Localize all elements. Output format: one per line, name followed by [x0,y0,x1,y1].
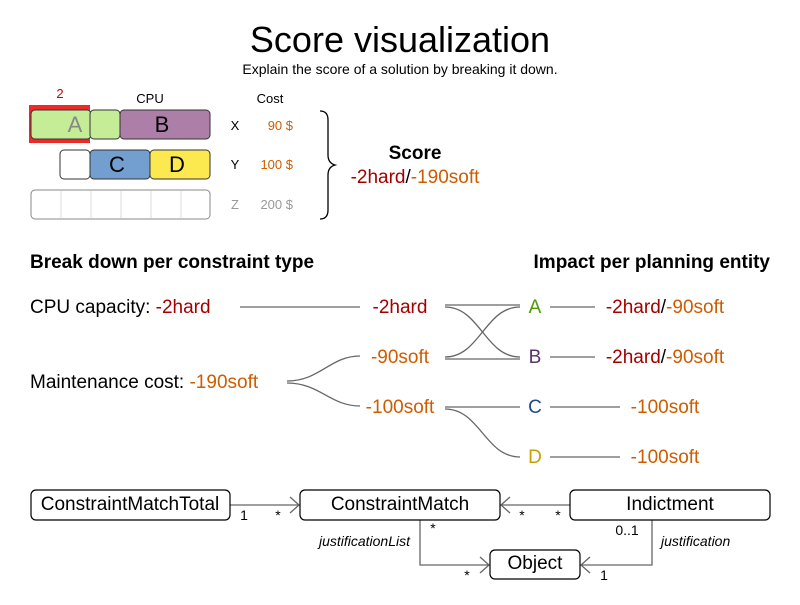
entity-a-score: -2hard/-90soft [606,297,725,318]
entity-b-box [119,109,211,140]
mult-total-star: * [275,507,281,523]
entity-d-label: D [169,152,185,177]
constraint-heading: Break down per constraint type [30,252,314,273]
subtitle: Explain the score of a solution by break… [242,61,557,77]
machine-schedule: 2 CPU Cost A B C D X 90 $ Y 100 $ Z 200 … [29,86,338,220]
arrow-match-object [419,520,490,574]
score-hard: -2hard [351,167,406,188]
mult-ind-star-2: * [555,507,561,523]
mult-ind-01: 0..1 [615,522,639,538]
machine-y-label: Y [231,157,240,172]
match-maintenance-x: -90soft [371,347,430,368]
cpu-label: CPU [136,91,163,106]
arrow-indictment-object [580,520,653,574]
match-cpu: -2hard [373,297,428,318]
uml-object-label: Object [508,553,564,574]
machine-z-label: Z [231,197,239,212]
free-slot [59,149,91,180]
entity-heading: Impact per planning entity [534,252,771,273]
machine-x-cost: 90 $ [268,118,294,133]
entity-c-score: -100soft [631,397,700,418]
uml-constraint-match [299,489,501,521]
score-soft: -190soft [411,167,480,188]
mult-ind-star-1: * [519,507,525,523]
entity-a-label: A [68,112,83,137]
justification-label: justification [659,533,730,549]
entity-b-label: B [155,112,170,137]
uml-indictment-label: Indictment [626,494,714,515]
brace-icon [319,110,338,220]
entity-c: C [528,397,542,418]
uml-match-label: ConstraintMatch [331,494,469,515]
score-sep: / [405,167,411,188]
mult-obj-star: * [464,567,470,583]
overload-count: 2 [56,86,63,101]
entity-b: B [529,347,542,368]
connector-lines [240,304,620,458]
match-maintenance-y: -100soft [366,397,435,418]
machine-x-label: X [231,118,240,133]
entity-d: D [528,447,542,468]
entity-b-score: -2hard/-90soft [606,347,725,368]
uml-constraint-match-total [30,489,231,521]
entity-a-box-2 [89,109,121,140]
mult-obj-1: 1 [600,567,608,583]
entity-a: A [529,297,542,318]
arrow-total-match [230,496,300,514]
entity-c-label: C [109,152,125,177]
arrow-indictment-match [500,496,570,514]
uml-indictment [569,489,771,521]
uml-object [489,549,581,580]
mult-match-star: * [430,520,436,536]
machine-z-dividers [60,191,182,218]
score-value: -2hard/-190soft [351,167,481,188]
cost-label: Cost [257,91,284,106]
constraint-maintenance: Maintenance cost: -190soft [30,372,259,393]
entity-d-score: -100soft [631,447,700,468]
entity-d-box [149,149,211,180]
uml-diagram: ConstraintMatchTotal ConstraintMatch Ind… [30,489,771,583]
mult-total-1: 1 [240,507,248,523]
score-label: Score [389,143,442,164]
uml-total-label: ConstraintMatchTotal [41,494,219,515]
machine-z-cost: 200 $ [260,197,293,212]
title: Score visualization [250,19,550,60]
justification-list-label: justificationList [317,533,411,549]
machine-y-cost: 100 $ [260,157,293,172]
constraint-cpu: CPU capacity: -2hard [30,297,211,318]
